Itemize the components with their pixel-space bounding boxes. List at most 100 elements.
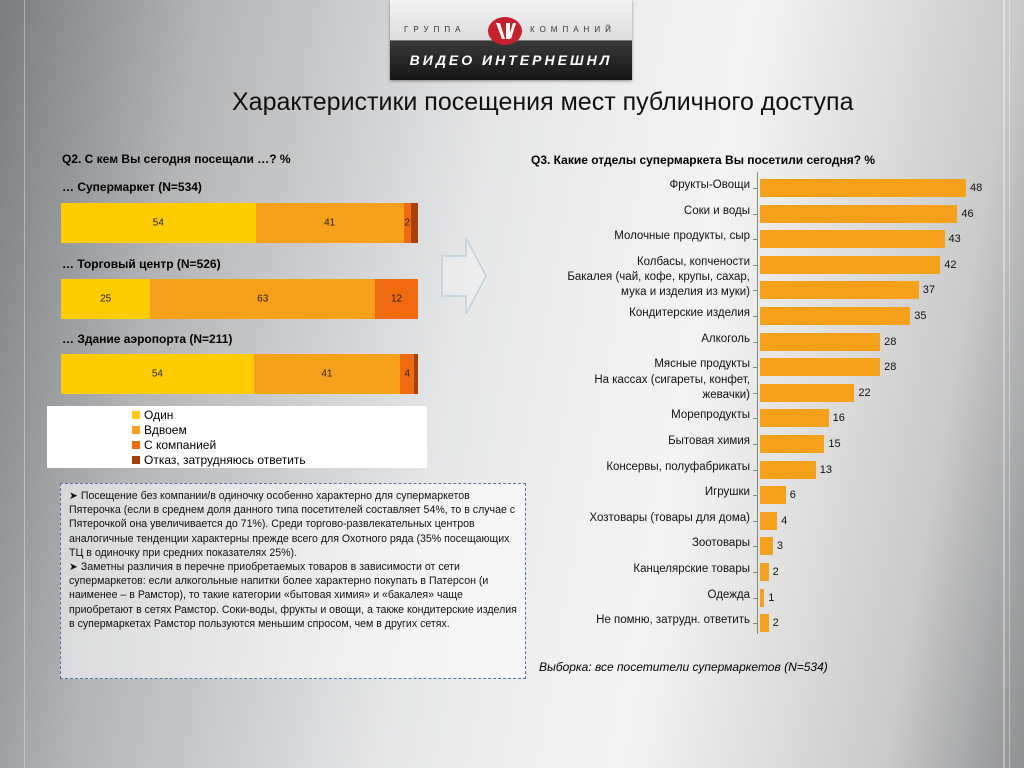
- q3-axis-tick: [753, 469, 757, 471]
- q2-bar-segment: 54: [61, 203, 256, 243]
- q3-category-label: Одежда: [707, 588, 750, 601]
- q2-stacked-bar: 54 41 2: [61, 203, 418, 243]
- q3-category-label: Кондитерские изделия: [629, 307, 750, 319]
- q3-bar-value: 2: [772, 617, 779, 630]
- q3-axis-tick: [753, 444, 757, 445]
- q3-axis-tick: [753, 623, 757, 625]
- q2-bar-segment: 12: [375, 279, 418, 319]
- q3-bar-value: 46: [961, 207, 974, 220]
- q2-title: Q2. С кем Вы сегодня посещали …? %: [62, 152, 291, 166]
- q3-axis-tick: [753, 572, 757, 573]
- q2-segment-value: 2: [404, 217, 410, 229]
- q3-bar-value: 15: [828, 438, 841, 450]
- logo-text-top-left: ГРУППА: [404, 25, 466, 34]
- legend-label: С компанией: [144, 438, 217, 452]
- q3-axis-tick: [753, 546, 757, 548]
- q3-bar-value: 4: [781, 514, 788, 527]
- commentary-paragraph: ➤ Заметны различия в перечне приобретаем…: [69, 561, 517, 630]
- q3-bar-value: 16: [832, 412, 845, 425]
- q3-axis-tick: [753, 597, 757, 599]
- q3-bar-value: 3: [776, 540, 783, 553]
- q3-axis-tick: [753, 213, 757, 215]
- q3-category-label: Игрушки: [704, 486, 750, 499]
- q3-bar-value: 48: [970, 182, 983, 194]
- q3-bar-value: 28: [884, 335, 897, 348]
- q3-bar: [760, 486, 786, 505]
- legend-label: Отказ, затрудняюсь ответить: [144, 453, 306, 467]
- q3-bar-value: 37: [922, 284, 936, 297]
- commentary-text: Посещение без компании/в одиночку особен…: [69, 490, 516, 559]
- q2-legend: Один Вдвоем С компанией Отказ, затрудняю…: [47, 406, 427, 468]
- q3-category-label: Мясные продукты: [654, 358, 750, 371]
- q3-bar: [760, 614, 769, 633]
- q3-bar: [760, 409, 829, 428]
- q3-category-label: Алкоголь: [701, 332, 750, 345]
- q2-segment-value: 25: [100, 293, 112, 305]
- q3-bar: [760, 332, 881, 351]
- q3-category-label: На кассах (сигареты, конфет, жевачки): [594, 373, 750, 401]
- q3-axis-tick: [753, 290, 757, 292]
- q2-bar-segment: 54: [61, 354, 254, 394]
- q3-bar-value: 1: [768, 591, 775, 604]
- q2-segment-value: 4: [404, 368, 411, 380]
- q3-category-label: Колбасы, копчености: [636, 255, 750, 268]
- legend-item-together: Вдвоем: [132, 423, 187, 437]
- q3-bar-value: 22: [858, 386, 871, 399]
- q3-bar-value: 35: [914, 310, 927, 322]
- q3-axis-tick: [753, 520, 757, 522]
- q3-axis-line: [757, 172, 758, 634]
- q2-category-label: … Супермаркет (N=534): [62, 180, 202, 194]
- q3-axis-tick: [753, 264, 757, 266]
- q3-category-label: Молочные продукты, сыр: [614, 230, 750, 243]
- q3-category-label: Канцелярские товары: [633, 563, 750, 575]
- q2-bar-segment: [414, 354, 418, 394]
- q2-bar-segment: 63: [150, 279, 376, 319]
- q2-segment-value: 63: [257, 293, 269, 305]
- legend-label: Один: [144, 408, 174, 422]
- q2-category-label: … Здание аэропорта (N=211): [62, 332, 233, 346]
- q3-axis-tick: [753, 367, 757, 369]
- background-streak: [24, 0, 25, 768]
- q3-bar: [760, 383, 855, 402]
- q3-category-label: Бакалея (чай, кофе, крупы, сахар, мука и…: [567, 271, 750, 299]
- q3-bar: [760, 588, 765, 607]
- legend-item-refusal: Отказ, затрудняюсь ответить: [132, 453, 306, 467]
- q3-axis-tick: [753, 239, 757, 241]
- q3-category-label: Морепродукты: [671, 409, 750, 422]
- q3-category-label: Соки и воды: [683, 204, 750, 217]
- q2-bar-segment: 4: [400, 354, 415, 394]
- background-streak: [1009, 0, 1010, 768]
- q2-stacked-bar: 54 41 4: [61, 354, 418, 394]
- q3-bar-value: 28: [884, 361, 897, 374]
- q3-bar: [760, 435, 825, 453]
- logo-text-bottom: ВИДЕО ИНТЕРНЕШНЛ: [409, 52, 613, 68]
- logo-text-top-right: КОМПАНИЙ: [530, 25, 616, 34]
- q3-axis-tick: [753, 495, 757, 497]
- q2-segment-value: 12: [391, 293, 403, 305]
- q3-bar-value: 2: [772, 566, 779, 578]
- logo-mark-icon: [488, 17, 522, 45]
- q3-category-label: Консервы, полуфабрикаты: [606, 460, 750, 473]
- q3-bar-value: 13: [819, 463, 833, 476]
- q2-bar-segment: 41: [253, 354, 401, 394]
- q3-axis-tick: [753, 418, 757, 420]
- q3-bar: [760, 537, 773, 556]
- q3-bar: [760, 358, 881, 377]
- q3-axis-tick: [753, 188, 757, 189]
- q3-category-label: Хозтовары (товары для дома): [589, 511, 750, 524]
- q3-bar: [760, 179, 966, 197]
- q3-bar: [760, 511, 778, 530]
- legend-swatch: [132, 456, 140, 464]
- q2-category-label: … Торговый центр (N=526): [62, 257, 221, 271]
- q3-axis-tick: [753, 316, 757, 317]
- page-title: Характеристики посещения мест публичного…: [232, 88, 854, 116]
- legend-swatch: [132, 411, 140, 419]
- q3-category-label: Зоотовары: [691, 537, 750, 550]
- commentary-text: Заметны различия в перечне приобретаемых…: [69, 561, 517, 630]
- arrow-right-icon: [441, 237, 487, 315]
- q3-bar: [760, 307, 911, 325]
- legend-swatch: [132, 441, 140, 449]
- legend-swatch: [132, 426, 140, 434]
- q3-bar: [760, 281, 919, 300]
- q3-category-label: Фрукты-Овощи: [669, 179, 751, 191]
